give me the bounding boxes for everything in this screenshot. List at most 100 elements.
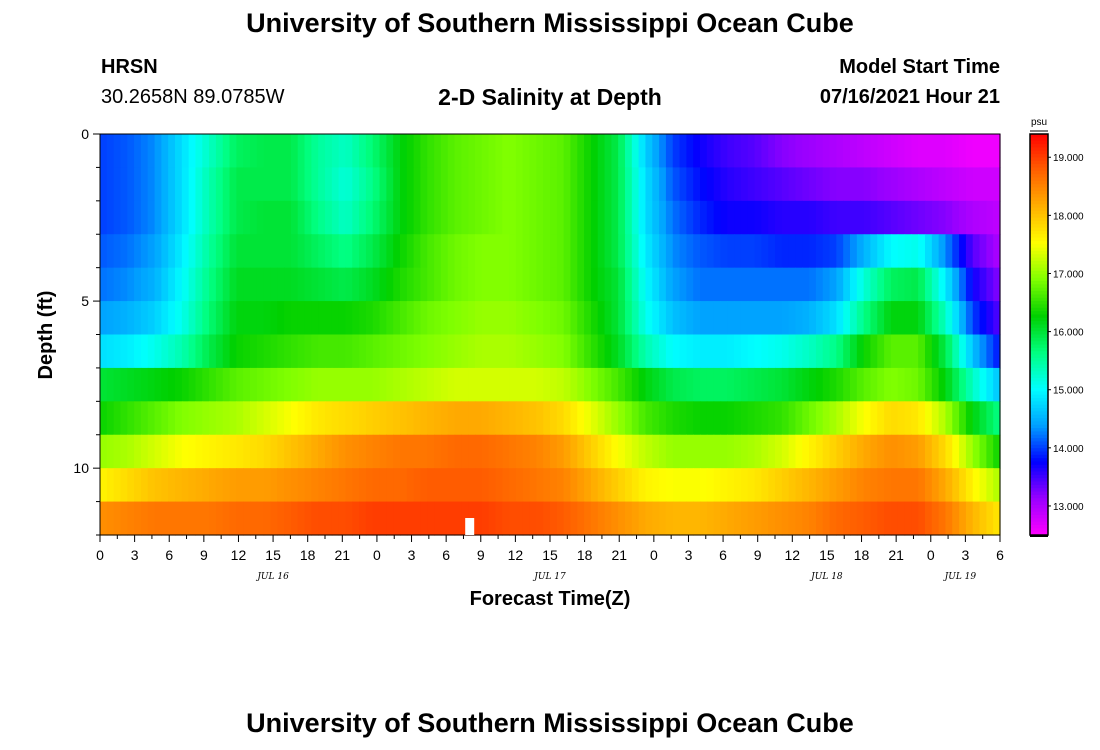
colorbar-segment: [1030, 291, 1048, 295]
heatmap-cell: [345, 234, 353, 269]
heatmap-cell: [468, 334, 476, 369]
heatmap-cell: [768, 334, 776, 369]
heatmap-cell: [972, 468, 981, 503]
heatmap-cell: [884, 434, 892, 469]
heatmap-cell: [863, 401, 872, 436]
heatmap-cell: [140, 367, 149, 402]
heatmap-cell: [945, 501, 953, 536]
heatmap-cell: [406, 267, 415, 302]
heatmap-cell: [427, 434, 435, 469]
heatmap-cell: [168, 468, 176, 503]
heatmap-cell: [972, 234, 981, 269]
colorbar-segment: [1030, 367, 1048, 372]
heatmap-cell: [256, 501, 265, 536]
heatmap-cell: [577, 334, 585, 369]
heatmap-cell: [120, 468, 128, 503]
heatmap-cell: [168, 234, 176, 269]
heatmap-cell: [229, 267, 237, 302]
heatmap-cell: [700, 367, 708, 402]
heatmap-cell: [761, 267, 769, 302]
colorbar-segment: [1030, 327, 1048, 332]
heatmap-cell: [781, 501, 790, 536]
heatmap-cell: [877, 434, 885, 469]
heatmap-cell: [959, 234, 967, 269]
heatmap-cell: [795, 401, 803, 436]
heatmap-cell: [965, 134, 974, 169]
colorbar-segment: [1030, 474, 1048, 479]
heatmap-cell: [215, 301, 224, 336]
heatmap-cell: [604, 367, 612, 402]
colorbar-segment: [1030, 134, 1048, 138]
heatmap-cell: [631, 367, 640, 402]
heatmap-cell: [665, 267, 674, 302]
heatmap-cell: [181, 501, 190, 536]
heatmap-cell: [638, 134, 647, 169]
heatmap-cell: [890, 434, 899, 469]
heatmap-cell: [365, 134, 374, 169]
heatmap-cell: [584, 301, 592, 336]
heatmap-cell: [754, 468, 762, 503]
heatmap-cell: [311, 434, 319, 469]
colorbar-segment: [1030, 377, 1048, 382]
heatmap-cell: [140, 501, 149, 536]
heatmap-cell: [372, 468, 381, 503]
heatmap-cell: [413, 468, 422, 503]
heatmap-cell: [440, 501, 449, 536]
heatmap-cell: [686, 134, 694, 169]
colorbar-segment: [1030, 150, 1048, 155]
heatmap-cell: [890, 401, 899, 436]
heatmap-cell: [536, 501, 544, 536]
heatmap-cell: [877, 367, 885, 402]
heatmap-cell: [829, 434, 837, 469]
heatmap-cell: [604, 267, 612, 302]
heatmap-cell: [236, 401, 244, 436]
heatmap-cell: [843, 167, 851, 202]
heatmap-cell: [713, 468, 722, 503]
heatmap-cell: [788, 367, 797, 402]
heatmap-cell: [106, 501, 115, 536]
heatmap-cell: [215, 267, 224, 302]
heatmap-cell: [672, 200, 681, 235]
heatmap-cell: [495, 200, 503, 235]
heatmap-cell: [113, 401, 122, 436]
heatmap-cell: [454, 167, 462, 202]
heatmap-cell: [918, 401, 926, 436]
heatmap-cell: [386, 134, 394, 169]
heatmap-cell: [986, 234, 994, 269]
heatmap-cell: [515, 434, 524, 469]
heatmap-cell: [175, 267, 183, 302]
heatmap-cell: [481, 200, 490, 235]
heatmap-cell: [802, 401, 810, 436]
heatmap-cell: [318, 234, 326, 269]
heatmap-cell: [747, 301, 756, 336]
colorbar-segment: [1030, 311, 1048, 315]
heatmap-cell: [263, 434, 272, 469]
heatmap-cell: [120, 234, 128, 269]
current-time-marker: [465, 518, 475, 535]
heatmap-cell: [686, 334, 694, 369]
heatmap-cell: [870, 267, 878, 302]
heatmap-cell: [959, 167, 967, 202]
colorbar-segment: [1030, 404, 1048, 409]
heatmap-cell: [127, 401, 135, 436]
heatmap-cell: [584, 134, 592, 169]
heatmap-cell: [802, 334, 810, 369]
heatmap-cell: [788, 501, 797, 536]
heatmap-cell: [925, 167, 933, 202]
heatmap-cell: [502, 401, 510, 436]
heatmap-cell: [509, 267, 517, 302]
heatmap-cell: [311, 267, 319, 302]
heatmap-cell: [127, 434, 135, 469]
heatmap-cell: [413, 334, 422, 369]
heatmap-cell: [993, 200, 1001, 235]
heatmap-cell: [836, 367, 844, 402]
heatmap-cell: [584, 200, 592, 235]
heatmap-cell: [822, 167, 831, 202]
heatmap-cell: [911, 200, 919, 235]
heatmap-cell: [379, 367, 387, 402]
heatmap-cell: [229, 334, 237, 369]
heatmap-cell: [822, 401, 831, 436]
heatmap-cell: [100, 301, 108, 336]
heatmap-cell: [781, 267, 790, 302]
heatmap-cell: [679, 434, 687, 469]
